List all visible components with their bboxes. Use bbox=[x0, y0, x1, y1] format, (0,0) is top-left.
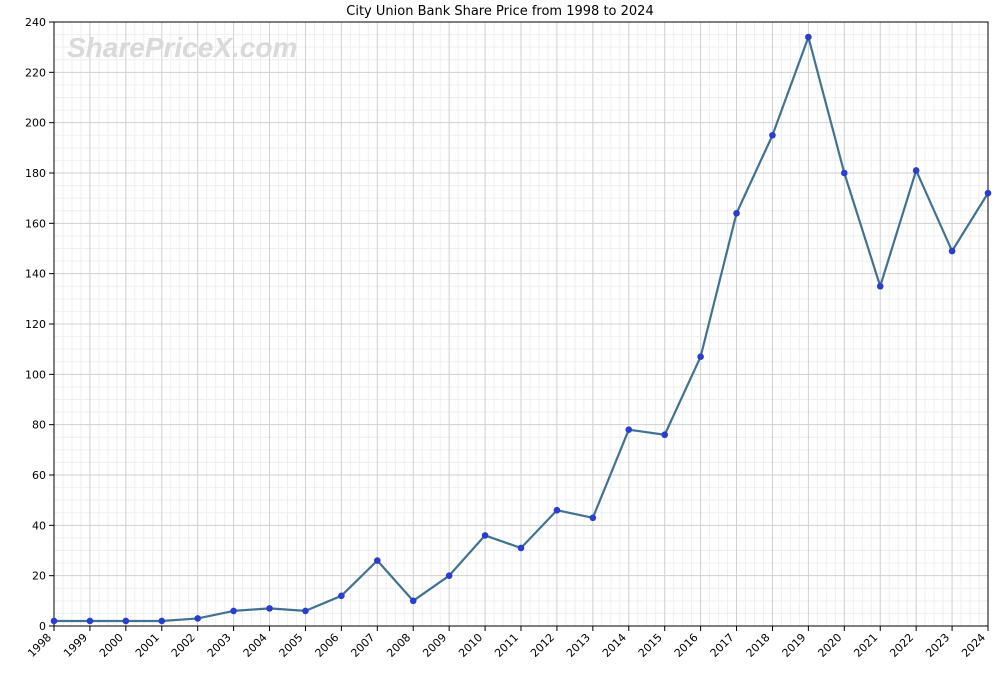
svg-text:2011: 2011 bbox=[492, 631, 521, 660]
svg-text:2022: 2022 bbox=[887, 631, 916, 660]
svg-text:2019: 2019 bbox=[780, 631, 809, 660]
chart-title: City Union Bank Share Price from 1998 to… bbox=[0, 4, 1000, 19]
svg-text:2014: 2014 bbox=[600, 631, 629, 660]
svg-text:2016: 2016 bbox=[672, 631, 701, 660]
svg-text:140: 140 bbox=[25, 268, 46, 281]
svg-text:120: 120 bbox=[25, 318, 46, 331]
svg-text:2003: 2003 bbox=[205, 631, 234, 660]
svg-text:2020: 2020 bbox=[815, 631, 844, 660]
share-price-chart: City Union Bank Share Price from 1998 to… bbox=[0, 0, 1000, 675]
svg-text:2006: 2006 bbox=[313, 631, 342, 660]
svg-text:80: 80 bbox=[32, 419, 46, 432]
svg-text:2023: 2023 bbox=[923, 631, 952, 660]
svg-text:2021: 2021 bbox=[851, 631, 880, 660]
svg-text:2005: 2005 bbox=[277, 631, 306, 660]
svg-text:2004: 2004 bbox=[241, 631, 270, 660]
svg-text:2007: 2007 bbox=[348, 631, 377, 660]
svg-text:2015: 2015 bbox=[636, 631, 665, 660]
svg-text:60: 60 bbox=[32, 469, 46, 482]
svg-text:2000: 2000 bbox=[97, 631, 126, 660]
svg-text:2018: 2018 bbox=[744, 631, 773, 660]
svg-text:1999: 1999 bbox=[61, 631, 90, 660]
svg-text:2001: 2001 bbox=[133, 631, 162, 660]
svg-text:2010: 2010 bbox=[456, 631, 485, 660]
svg-text:2013: 2013 bbox=[564, 631, 593, 660]
chart-canvas: 0204060801001201401601802002202401998199… bbox=[0, 0, 1000, 675]
svg-text:2009: 2009 bbox=[420, 631, 449, 660]
svg-text:20: 20 bbox=[32, 570, 46, 583]
svg-text:220: 220 bbox=[25, 66, 46, 79]
svg-text:2002: 2002 bbox=[169, 631, 198, 660]
svg-text:2008: 2008 bbox=[384, 631, 413, 660]
svg-text:2017: 2017 bbox=[708, 631, 737, 660]
svg-text:1998: 1998 bbox=[25, 631, 54, 660]
svg-text:100: 100 bbox=[25, 368, 46, 381]
svg-text:2024: 2024 bbox=[959, 631, 988, 660]
svg-text:160: 160 bbox=[25, 217, 46, 230]
svg-text:200: 200 bbox=[25, 117, 46, 130]
svg-text:40: 40 bbox=[32, 519, 46, 532]
svg-text:180: 180 bbox=[25, 167, 46, 180]
svg-text:2012: 2012 bbox=[528, 631, 557, 660]
